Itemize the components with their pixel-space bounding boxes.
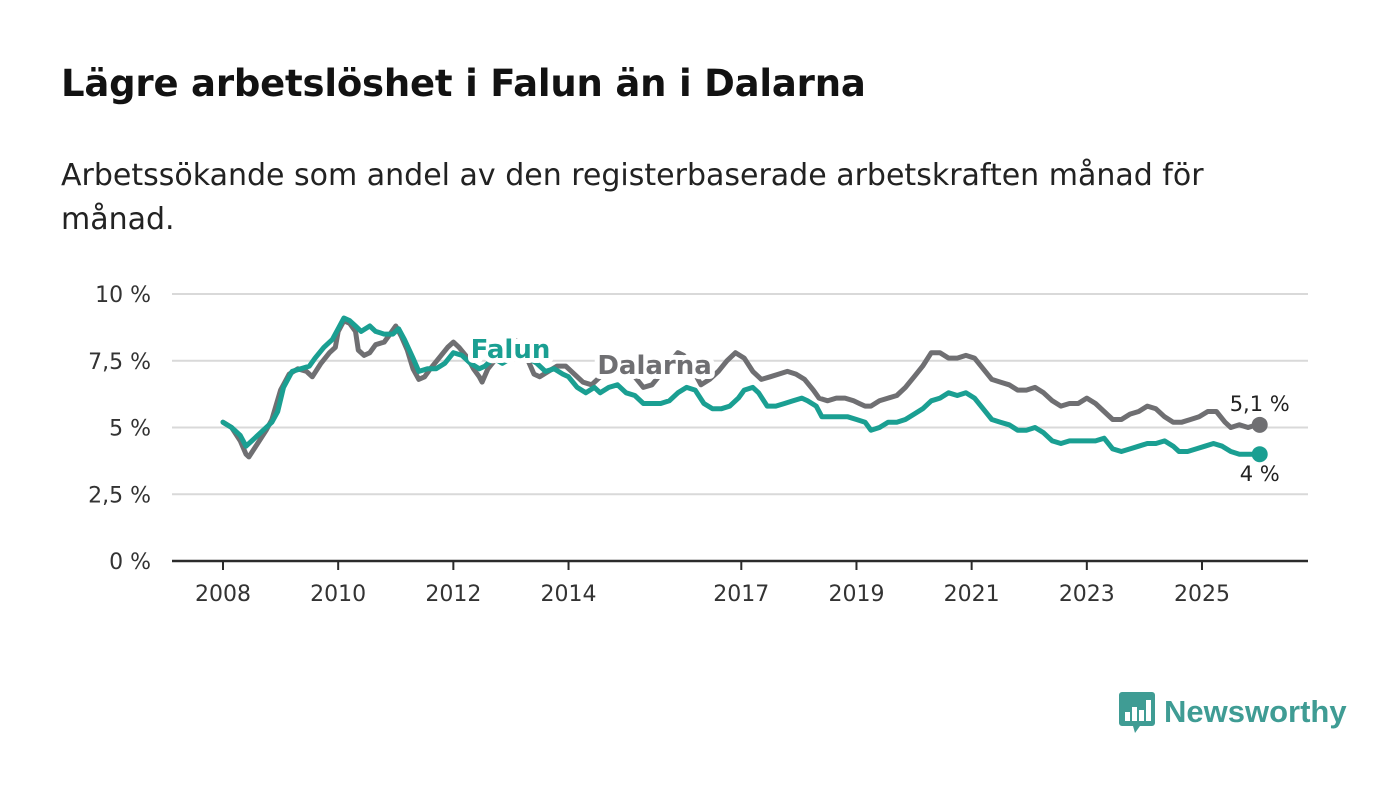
x-tick-label: 2025 — [1174, 582, 1230, 607]
series-line-falun — [220, 315, 1260, 457]
brand-name: Newsworthy — [1164, 694, 1347, 729]
y-tick-label: 7,5 % — [88, 350, 151, 375]
x-tick-label: 2014 — [541, 582, 597, 607]
bar-chart-speech-bubble-icon — [1119, 692, 1155, 733]
x-tick-label: 2008 — [195, 582, 251, 607]
newsworthy-logo[interactable]: Newsworthy — [1118, 690, 1347, 734]
axes: 0 % 2,5 % 5 % 7,5 % 10 % 2008 2010 2012 2014 2017… — [88, 283, 1308, 607]
x-tick-label: 2017 — [713, 582, 769, 607]
series-label-falun: Falun — [471, 335, 551, 365]
series-label-dalarna: Dalarna — [597, 351, 711, 381]
series-lines — [220, 315, 1260, 460]
x-tick-label: 2021 — [944, 582, 1000, 607]
x-tick-label: 2023 — [1059, 582, 1115, 607]
chart-subtitle: Arbetssökande som andel av den registerb… — [61, 158, 1204, 237]
x-tick-label: 2019 — [828, 582, 884, 607]
x-tick-label: 2010 — [310, 582, 366, 607]
grid-lines — [172, 293, 1308, 496]
end-value-dalarna: 5,1 % — [1230, 392, 1290, 416]
end-marker-dalarna — [1251, 416, 1268, 433]
y-tick-label: 2,5 % — [88, 483, 151, 508]
end-marker-falun — [1251, 446, 1268, 463]
y-tick-label: 0 % — [109, 550, 151, 575]
series-label-halo-falun: Falun — [471, 335, 551, 365]
chart-title: Lägre arbetslöshet i Falun än i Dalarna — [61, 62, 866, 105]
series-line-dalarna — [220, 318, 1260, 460]
series-label-halo-dalarna: Dalarna — [597, 351, 711, 381]
x-tick-label: 2012 — [425, 582, 481, 607]
y-tick-label: 5 % — [109, 417, 151, 442]
y-tick-label: 10 % — [95, 283, 151, 308]
end-value-falun: 4 % — [1240, 462, 1280, 486]
